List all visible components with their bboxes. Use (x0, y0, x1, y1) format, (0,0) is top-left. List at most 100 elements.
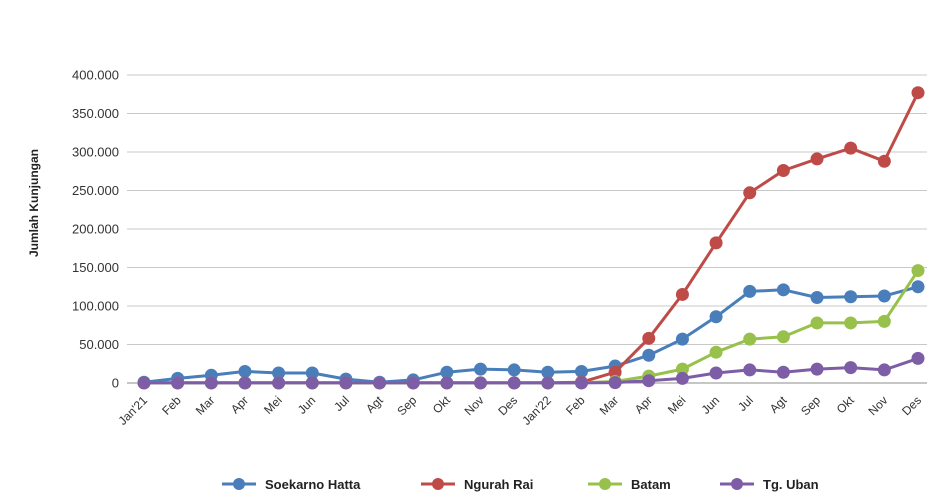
data-point (574, 376, 588, 390)
legend-item: Soekarno Hatta (222, 477, 361, 492)
y-axis-ticks: 0 50.000 100.000 150.000 200.000 250.000 300.0… (72, 68, 119, 391)
y-tick-label: 200.000 (72, 222, 119, 237)
data-point (709, 236, 723, 250)
x-tick-label: Feb (563, 393, 588, 418)
data-point (507, 363, 521, 377)
legend-label: Tg. Uban (763, 477, 819, 492)
x-tick-label: Nov (462, 393, 487, 418)
legend-label: Ngurah Rai (464, 477, 533, 492)
data-point (810, 316, 824, 330)
data-point (877, 314, 891, 328)
data-point (911, 351, 925, 365)
data-point (776, 330, 790, 344)
data-point (844, 316, 858, 330)
data-point (709, 310, 723, 324)
x-tick-label: Mar (597, 393, 622, 418)
data-point (137, 376, 151, 390)
x-tick-label: Jan'21 (115, 393, 150, 428)
legend: Soekarno Hatta Ngurah Rai Batam Tg. Uban (222, 477, 819, 492)
data-point (608, 365, 622, 379)
data-point (440, 376, 454, 390)
x-tick-label: Jun (295, 393, 319, 417)
data-point (171, 376, 185, 390)
data-point (642, 331, 656, 345)
data-point (675, 332, 689, 346)
data-point (339, 376, 353, 390)
data-point (272, 376, 286, 390)
data-point (877, 154, 891, 168)
data-point (642, 374, 656, 388)
series-line (142, 91, 920, 385)
x-tick-label: Des (495, 393, 520, 418)
y-tick-label: 350.000 (72, 106, 119, 121)
legend-item: Batam (588, 477, 671, 492)
x-tick-label: Mei (665, 393, 689, 417)
data-point (709, 345, 723, 359)
data-point (911, 280, 925, 294)
data-point (743, 284, 757, 298)
x-tick-label: Jul (735, 393, 756, 414)
x-axis-ticks: Jan'21 Feb Mar Apr Mei Jun Jul Agt Sep Okt Nov Des J… (115, 393, 924, 428)
y-tick-label: 100.000 (72, 299, 119, 314)
series-line (142, 269, 920, 385)
y-tick-label: 150.000 (72, 260, 119, 275)
series-line (142, 285, 920, 384)
data-point (675, 371, 689, 385)
data-point (911, 86, 925, 100)
x-tick-label: Jul (331, 393, 352, 414)
series-lines (137, 86, 925, 390)
x-tick-label: Jan'22 (519, 393, 554, 428)
data-point (743, 332, 757, 346)
legend-item: Tg. Uban (720, 477, 819, 492)
x-tick-label: Okt (834, 393, 858, 417)
legend-marker (233, 478, 245, 490)
x-tick-label: Apr (632, 393, 655, 416)
data-point (911, 264, 925, 278)
x-tick-label: Sep (798, 393, 823, 418)
x-tick-label: Jun (699, 393, 723, 417)
y-tick-label: 400.000 (72, 68, 119, 83)
data-point (675, 287, 689, 301)
data-point (440, 365, 454, 379)
legend-marker (599, 478, 611, 490)
x-tick-label: Mei (261, 393, 285, 417)
data-point (238, 364, 252, 378)
gridlines (127, 74, 927, 384)
data-point (709, 366, 723, 380)
x-tick-label: Agt (363, 393, 386, 416)
data-point (675, 362, 689, 376)
x-tick-label: Okt (430, 393, 454, 417)
legend-marker (731, 478, 743, 490)
data-point (305, 366, 319, 380)
series-soekarno-hatta (137, 280, 925, 389)
data-point (743, 363, 757, 377)
data-point (743, 186, 757, 200)
data-point (406, 376, 420, 390)
data-point (810, 291, 824, 305)
data-point (272, 366, 286, 380)
series-tg-uban (137, 351, 925, 390)
data-point (474, 376, 488, 390)
data-point (844, 361, 858, 375)
x-tick-label: Mar (193, 393, 218, 418)
x-tick-label: Agt (767, 393, 790, 416)
y-tick-label: 300.000 (72, 145, 119, 160)
data-point (541, 376, 555, 390)
data-point (642, 348, 656, 362)
data-point (776, 365, 790, 379)
data-point (238, 376, 252, 390)
series-ngurah-rai (137, 86, 925, 390)
x-tick-label: Feb (159, 393, 184, 418)
legend-label: Soekarno Hatta (265, 477, 361, 492)
x-tick-label: Nov (865, 393, 890, 418)
data-point (204, 376, 218, 390)
data-point (810, 152, 824, 166)
y-tick-label: 50.000 (79, 337, 119, 352)
y-tick-label: 250.000 (72, 183, 119, 198)
x-tick-label: Apr (228, 393, 251, 416)
legend-marker (432, 478, 444, 490)
data-point (608, 376, 622, 390)
y-tick-label: 0 (112, 376, 119, 391)
data-point (877, 363, 891, 377)
